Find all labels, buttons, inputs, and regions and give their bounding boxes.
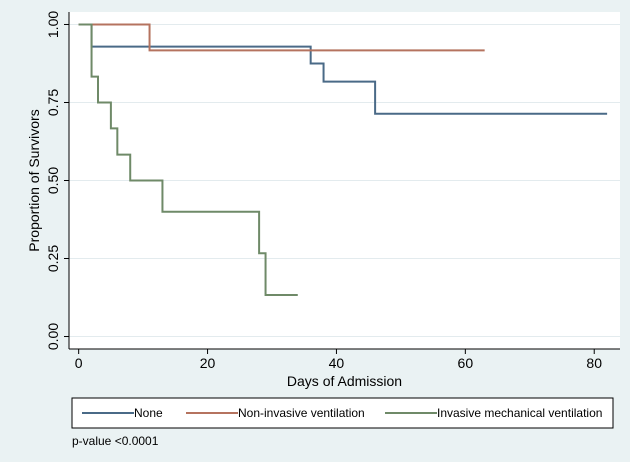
- y-tick-label-1: 0.25: [45, 245, 61, 272]
- legend-label-0: None: [134, 406, 163, 420]
- x-tick-label-3: 60: [458, 355, 474, 371]
- survival-curve-1: [78, 23, 485, 52]
- y-tick-label-2: 0.50: [45, 167, 61, 194]
- legend-box: [71, 397, 614, 429]
- x-tick-label-1: 20: [200, 355, 216, 371]
- survival-curve-2: [78, 23, 298, 297]
- x-axis-title: Days of Admission: [287, 373, 402, 389]
- y-tick-label-4: 1.00: [45, 11, 61, 38]
- y-tick-label-0: 0.00: [45, 323, 61, 350]
- x-tick-label-2: 40: [329, 355, 345, 371]
- y-tick-label-3: 0.75: [45, 89, 61, 116]
- legend-label-2: Invasive mechanical ventilation: [437, 406, 602, 420]
- p-value-annotation: p-value <0.0001: [72, 434, 159, 448]
- x-tick-label-0: 0: [75, 355, 83, 371]
- x-tick-label-4: 80: [586, 355, 602, 371]
- legend-label-1: Non-invasive ventilation: [238, 406, 365, 420]
- y-axis-title: Proportion of Survivors: [26, 109, 42, 251]
